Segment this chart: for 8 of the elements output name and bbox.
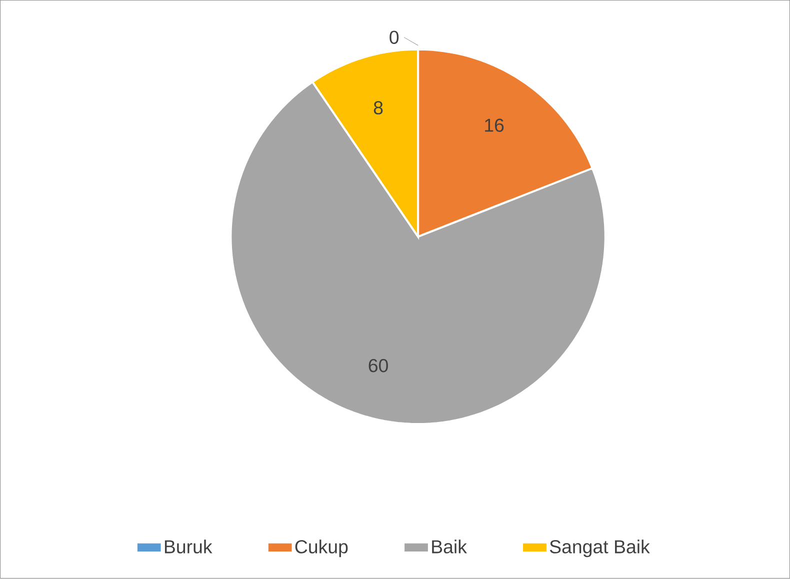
text: 0 bbox=[390, 30, 399, 44]
data-label: 16 bbox=[485, 118, 504, 132]
legend-label: Sangat Baik bbox=[550, 540, 650, 558]
legend-label: Baik bbox=[432, 540, 467, 554]
legend-label: Cukup bbox=[295, 540, 348, 558]
data-label: 60 bbox=[368, 359, 388, 372]
data-label: 8 bbox=[374, 101, 383, 115]
legend-label: Buruk bbox=[164, 540, 212, 554]
